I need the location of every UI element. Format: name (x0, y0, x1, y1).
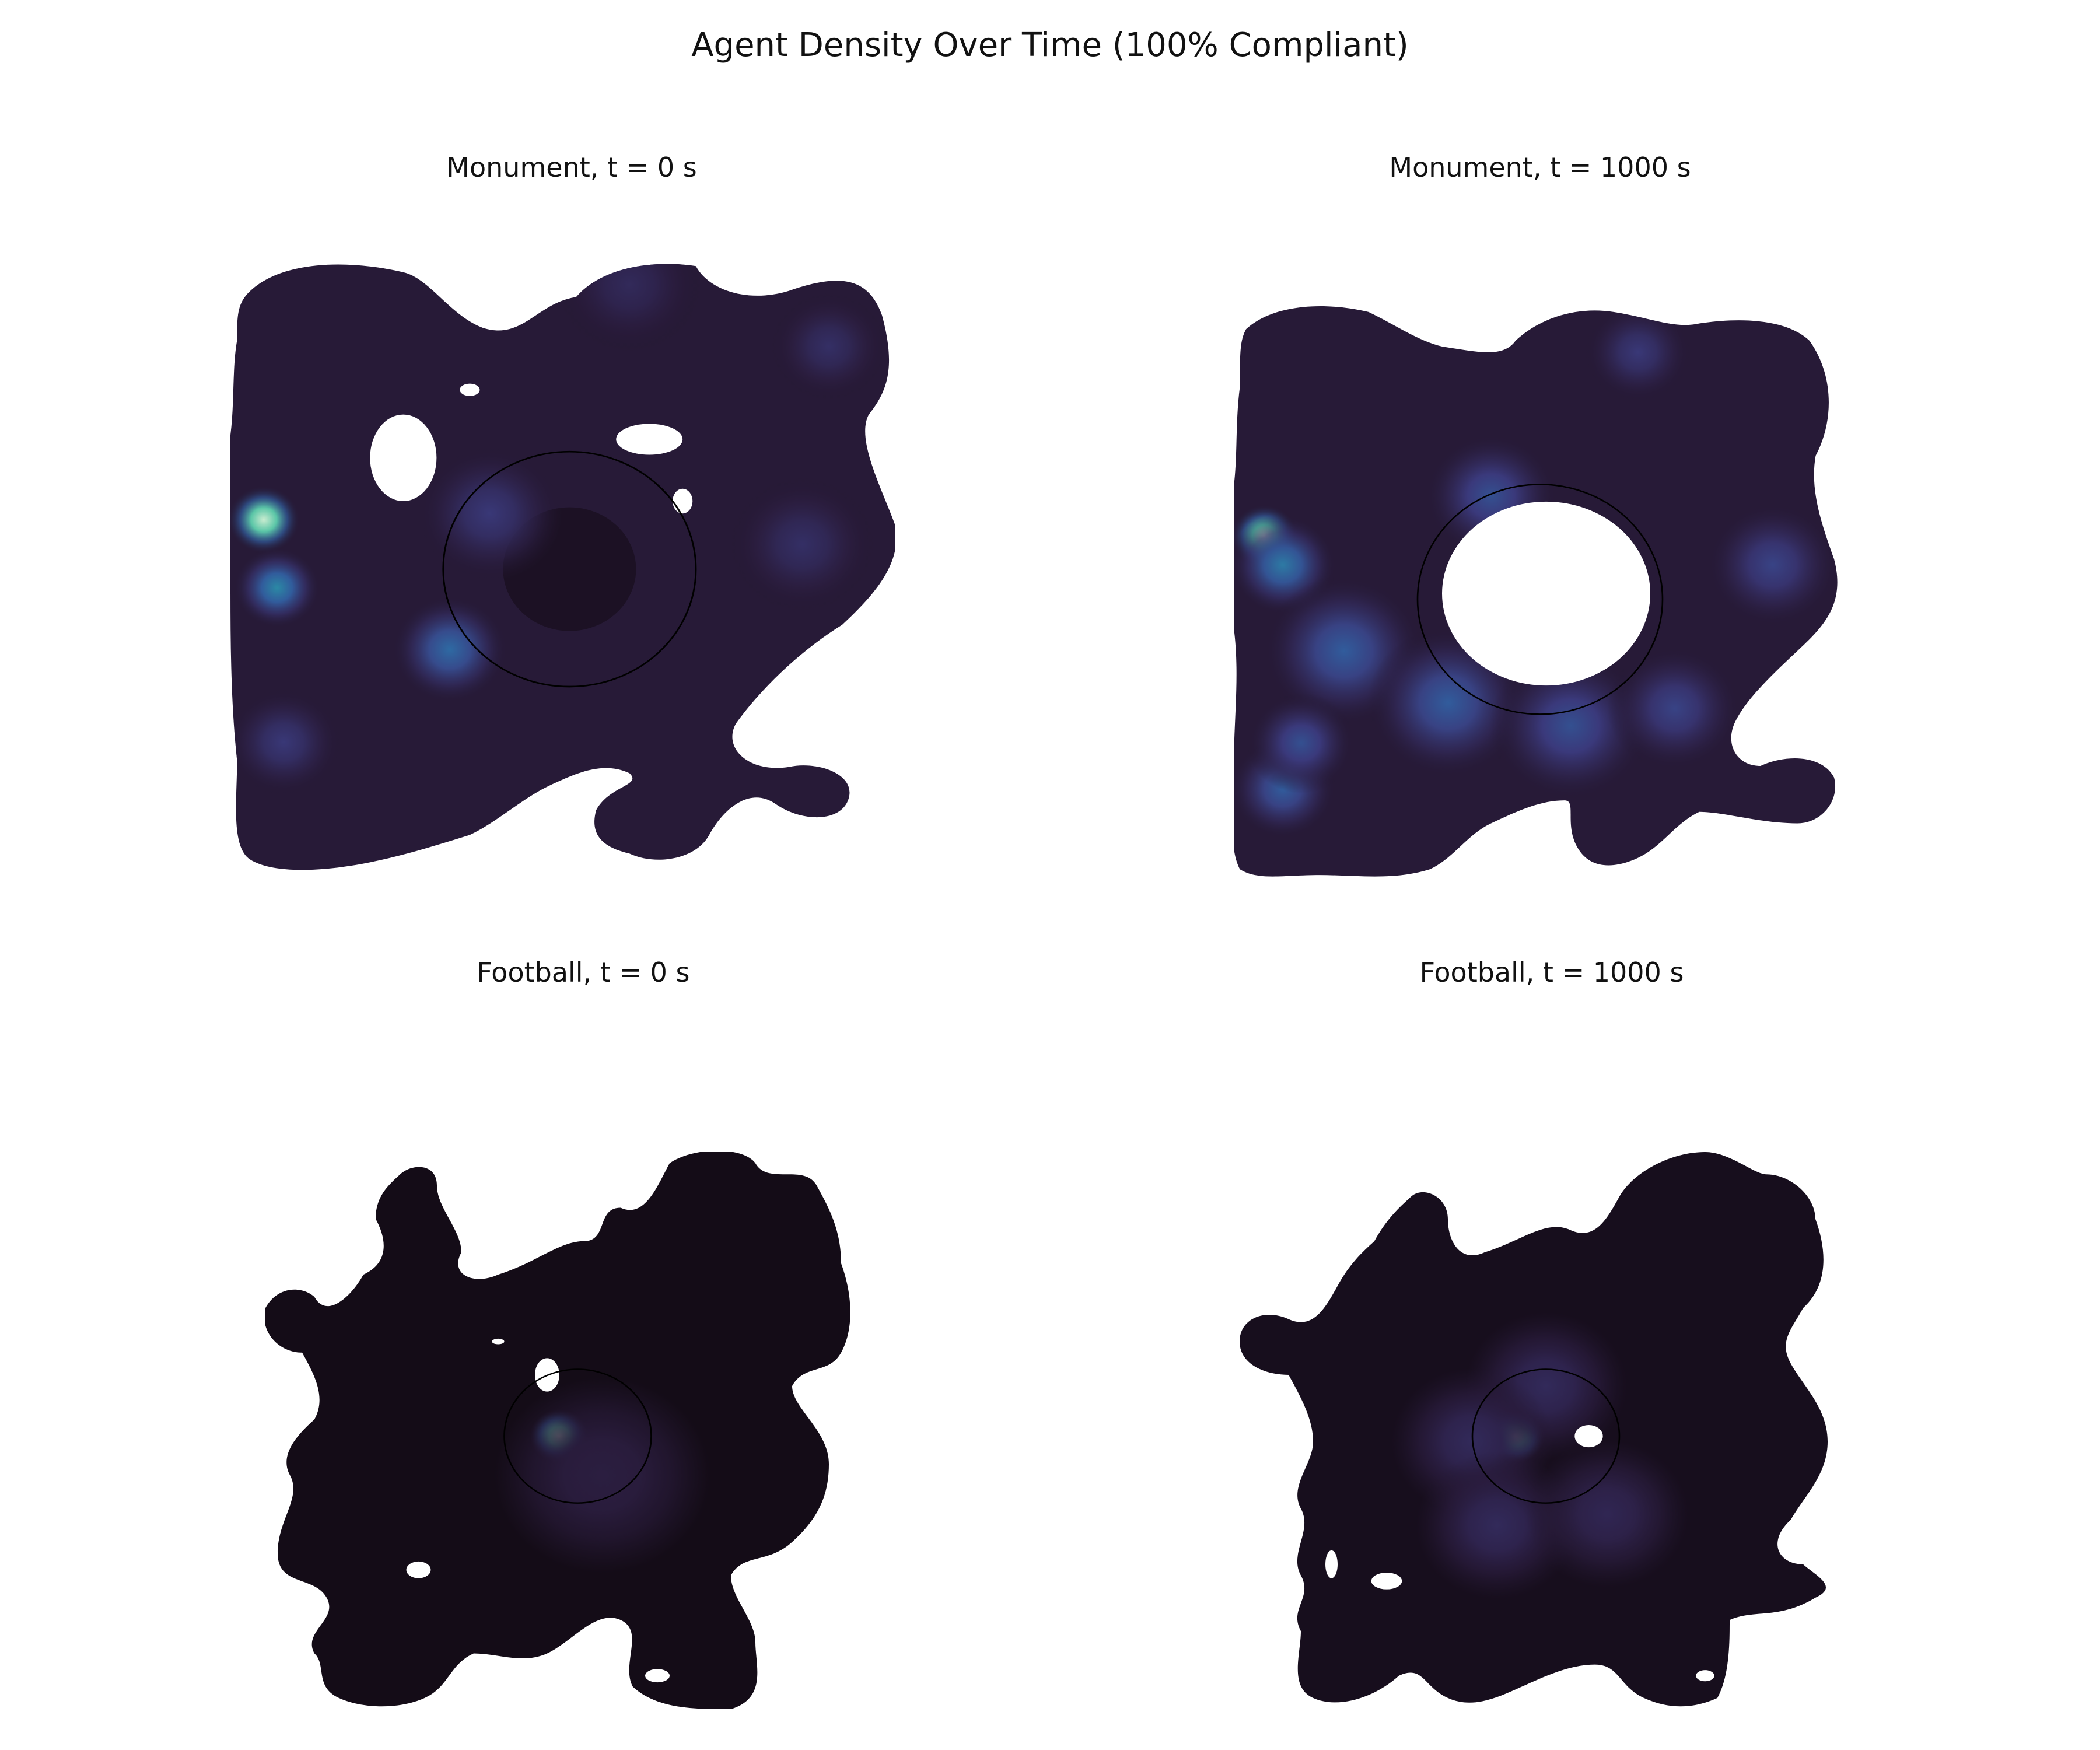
density-hotspot (1607, 645, 1742, 772)
heatmap-monument-t0 (230, 264, 895, 870)
obstacle-circle (442, 450, 697, 688)
panel-title-monument-t0: Monument, t = 0 s (446, 152, 697, 183)
density-hotspot (770, 292, 888, 401)
heatmap-football-t0 (265, 1152, 850, 1709)
heatmap-football-t1000 (1240, 1152, 1828, 1707)
panel-title-football-t1000: Football, t = 1000 s (1419, 957, 1684, 988)
density-hotspot (1489, 650, 1652, 802)
density-hotspot (391, 595, 509, 704)
density-hotspot (416, 445, 563, 582)
heatmap-monument-t1000 (1234, 306, 1838, 877)
empty-region (645, 1669, 670, 1683)
panel-title-monument-t1000: Monument, t = 1000 s (1389, 152, 1691, 183)
obstacle-circle (503, 1368, 652, 1504)
density-hotspot (230, 485, 300, 554)
density-hotspot (1705, 501, 1838, 628)
density-hotspot (556, 264, 703, 353)
density-hotspot (1247, 692, 1355, 794)
empty-region (460, 383, 480, 396)
empty-region (492, 1338, 505, 1345)
empty-region (1442, 501, 1650, 686)
empty-region (370, 414, 437, 501)
empty-region (1371, 1573, 1402, 1590)
density-hotspot (233, 547, 321, 629)
density-hotspot (494, 1377, 710, 1573)
empty-region (406, 1561, 431, 1578)
figure-title: Agent Density Over Time (100% Compliant) (691, 26, 1409, 64)
empty-region (1325, 1550, 1338, 1578)
empty-region (1696, 1670, 1714, 1682)
empty-region (1574, 1424, 1603, 1448)
density-hotspot (230, 688, 342, 797)
density-hotspot (1584, 306, 1692, 403)
density-hotspot (729, 476, 876, 612)
panel-title-football-t0: Football, t = 0 s (477, 957, 690, 988)
empty-region (673, 488, 693, 514)
obstacle-circle (1471, 1368, 1620, 1504)
empty-region (616, 424, 683, 455)
density-hotspot (1526, 1440, 1688, 1588)
obstacle-circle (1416, 484, 1664, 715)
